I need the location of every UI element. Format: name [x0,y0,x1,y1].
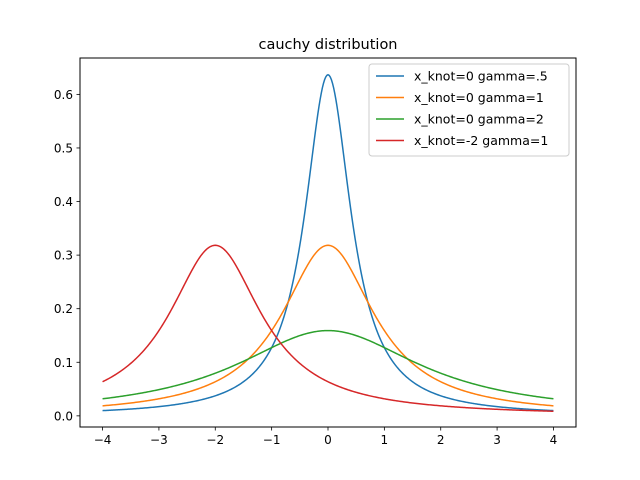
y-tick-label: 0.1 [54,356,73,370]
x-tick-label: 0 [324,433,332,447]
series-line-1 [102,73,554,412]
legend-box [368,63,570,157]
series-line-2 [102,244,554,407]
x-tick-label: 2 [437,433,445,447]
x-tick-label: −2 [206,433,224,447]
y-tick-label: 0.5 [54,141,73,155]
legend-label-1: x_knot=0 gamma=.5 [414,69,548,84]
x-tick-label: 4 [550,433,558,447]
x-tick-label: −3 [150,433,168,447]
axes: −4 −3 −2 −1 0 1 2 3 4 0.0 0.1 0.2 0.3 0.4 0.5 0.6 [54,88,557,447]
x-tick-label: −4 [94,433,112,447]
legend-label-2: x_knot=0 gamma=1 [414,90,544,105]
series-line-4 [102,244,554,412]
y-tick-label: 0.3 [54,249,73,263]
y-tick-label: 0.0 [54,409,73,423]
x-tick-label: 3 [493,433,501,447]
y-tick-label: 0.4 [54,195,73,209]
legend: x_knot=0 gamma=.5 x_knot=0 gamma=1 x_knot=… [368,63,570,157]
y-tick-label: 0.2 [54,302,73,316]
plot-area [102,73,554,412]
x-tick-label: −1 [263,433,281,447]
legend-label-4: x_knot=-2 gamma=1 [414,133,548,148]
x-tick-label: 1 [381,433,389,447]
y-tick-label: 0.6 [54,88,73,102]
series-line-3 [102,329,554,400]
chart-title: cauchy distribution [258,37,397,53]
legend-label-3: x_knot=0 gamma=2 [414,112,544,127]
